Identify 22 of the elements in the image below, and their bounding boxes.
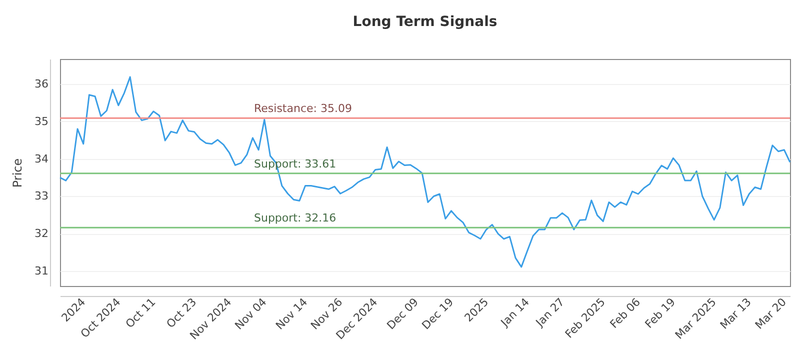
- y-tick-label: 33: [34, 190, 48, 203]
- ref-line-label: Resistance: 35.09: [254, 102, 352, 116]
- x-tick-label: Feb 06: [608, 296, 643, 331]
- ref-line-label: Support: 32.16: [254, 212, 336, 225]
- y-axis-title: Price: [10, 158, 25, 188]
- x-tick-label: Feb 19: [642, 296, 678, 331]
- chart-title: Long Term Signals: [352, 14, 498, 30]
- line-series: [59, 76, 791, 268]
- x-tick-label: Jan 14: [498, 296, 532, 330]
- x-tick-label: Oct 11: [123, 296, 158, 331]
- y-tick-label: 32: [34, 227, 48, 240]
- y-tick-label: 31: [34, 264, 48, 278]
- x-tick-label: Dec 09: [384, 296, 421, 332]
- x-tick-label: Nov 14: [273, 296, 310, 332]
- y-tick-label: 35: [34, 114, 48, 128]
- y-tick-label: 36: [34, 78, 48, 91]
- x-tick-label: Nov 04: [232, 296, 270, 332]
- x-tick-label: Dec 19: [419, 296, 456, 332]
- x-tick-label: Mar 13: [718, 296, 754, 332]
- x-tick-label: Jan 27: [532, 296, 567, 330]
- y-tick-label: 34: [34, 152, 48, 166]
- x-tick-label: Mar 20: [752, 296, 789, 332]
